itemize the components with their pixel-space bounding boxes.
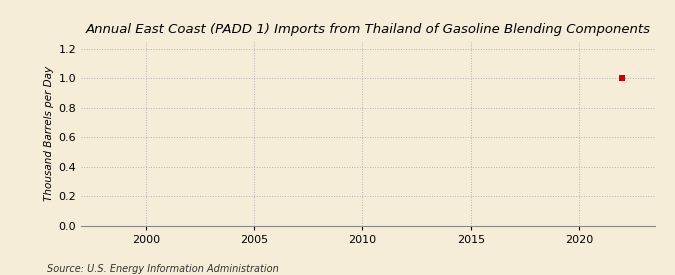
- Title: Annual East Coast (PADD 1) Imports from Thailand of Gasoline Blending Components: Annual East Coast (PADD 1) Imports from …: [85, 23, 651, 36]
- Y-axis label: Thousand Barrels per Day: Thousand Barrels per Day: [45, 66, 54, 201]
- Point: [617, 76, 628, 80]
- Text: Source: U.S. Energy Information Administration: Source: U.S. Energy Information Administ…: [47, 264, 279, 274]
